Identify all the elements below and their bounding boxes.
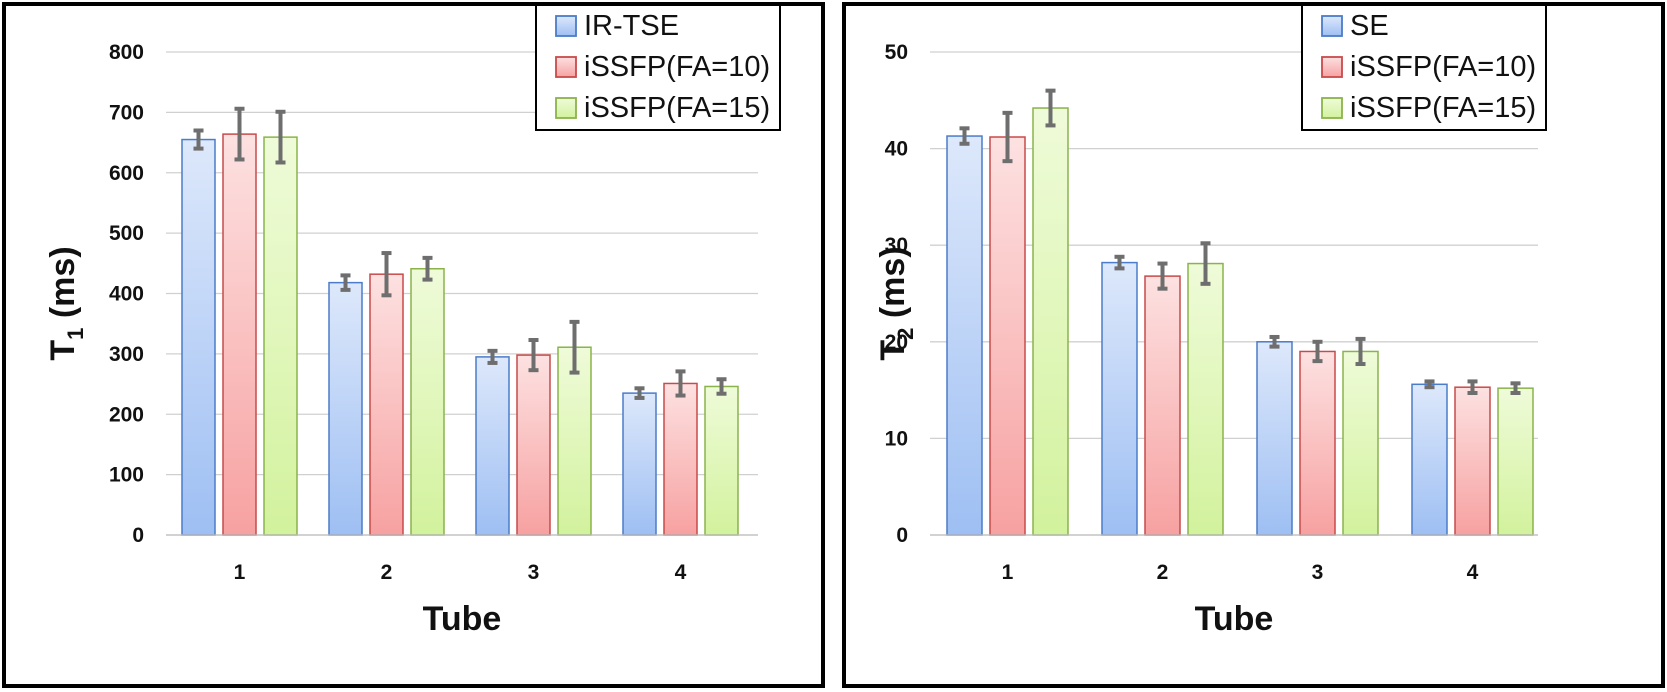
x-tick-label: 2 [381,561,393,584]
bar-t1-series2-tube3 [516,354,551,536]
legend-label: iSSFP(FA=15) [1350,92,1536,124]
y-axis-title-subscript: 1 [63,328,88,340]
y-tick-label: 40 [885,138,908,161]
x-tick-label: 1 [1002,561,1014,584]
x-axis-title: Tube [1195,600,1274,638]
y-tick-label: 0 [132,524,144,547]
bar-t1-series1-tube3 [475,356,510,536]
y-axis-title: T2 (ms) [874,246,918,360]
x-tick-label: 3 [1312,561,1324,584]
y-axis-title-main: T [44,340,82,361]
x-axis-title: Tube [423,600,502,638]
bar-t2-series1-tube1 [946,135,983,536]
bar-t2-series3-tube1 [1032,107,1069,536]
legend-label: iSSFP(FA=10) [584,51,770,83]
y-axis-title-subscript: 2 [893,328,918,340]
bar-t1-series2-tube1 [222,133,257,536]
bar-t2-series2-tube4 [1454,386,1491,536]
bar-t2-series1-tube2 [1101,261,1138,536]
y-tick-label: 100 [109,464,144,487]
bar-t2-series2-tube2 [1144,275,1181,536]
y-tick-label: 700 [109,101,144,124]
t1-chart-panel: 0 100 200 300 400 500 600 700 800 1 2 3 4 Tube T1 (ms)… [2,2,825,688]
x-tick-label: 2 [1157,561,1169,584]
x-tick-label: 1 [234,561,246,584]
bar-t1-series1-tube2 [328,281,363,536]
legend-swatch [555,97,577,119]
legend-swatch [1321,15,1343,37]
y-tick-label: 800 [109,41,144,64]
y-tick-label: 300 [109,343,144,366]
bar-t1-series1-tube1 [181,138,216,536]
legend-swatch [1321,97,1343,119]
bar-t1-series3-tube4 [704,385,739,536]
y-tick-label: 0 [896,524,908,547]
y-axis-title-main: T [874,340,912,361]
bar-t1-series3-tube2 [410,267,445,536]
bar-t1-series1-tube4 [622,392,657,536]
y-tick-label: 200 [109,403,144,426]
x-tick-label: 4 [675,561,687,584]
y-axis-title-unit: (ms) [874,246,912,327]
bar-t1-series3-tube1 [263,136,298,536]
legend-swatch [1321,56,1343,78]
y-tick-label: 20 [885,331,908,354]
y-tick-label: 500 [109,222,144,245]
y-axis-title-unit: (ms) [44,246,82,327]
bar-t1-series3-tube3 [557,346,592,536]
x-tick-label: 3 [528,561,540,584]
y-tick-label: 10 [885,427,908,450]
bar-t1-series2-tube2 [369,273,404,536]
x-tick-label: 4 [1467,561,1479,584]
bar-t2-series3-tube2 [1187,262,1224,536]
bar-t2-series1-tube4 [1411,383,1448,536]
bar-t1-series2-tube4 [663,382,698,536]
legend-label: IR-TSE [584,10,679,42]
y-tick-label: 30 [885,234,908,257]
legend-label: iSSFP(FA=15) [584,92,770,124]
bar-t2-series1-tube3 [1256,341,1293,536]
y-tick-label: 50 [885,41,908,64]
legend-swatch [555,15,577,37]
y-tick-label: 600 [109,162,144,185]
bar-t2-series3-tube4 [1497,387,1534,536]
y-tick-label: 400 [109,283,144,306]
legend-label: iSSFP(FA=10) [1350,51,1536,83]
bar-t2-series3-tube3 [1342,350,1379,536]
t2-chart-panel: 0 10 20 30 40 50 1 2 3 4 Tube T2 (ms) SE iSSFP(FA=10)… [842,2,1665,688]
bar-t2-series2-tube1 [989,136,1026,536]
legend-label: SE [1350,10,1389,42]
y-axis-title: T1 (ms) [44,246,88,360]
legend-swatch [555,56,577,78]
bar-t2-series2-tube3 [1299,350,1336,536]
